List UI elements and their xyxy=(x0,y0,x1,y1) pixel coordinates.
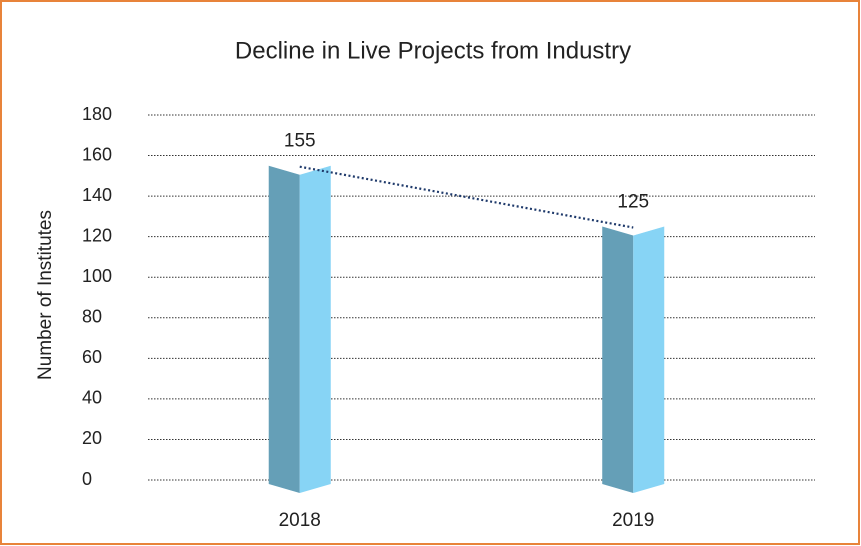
bar xyxy=(602,217,665,493)
y-tick-label: 120 xyxy=(82,225,112,245)
y-tick-label: 40 xyxy=(82,388,102,408)
bar-left-shade xyxy=(602,226,634,493)
x-tick-label: 2018 xyxy=(279,510,321,531)
y-tick-label: 0 xyxy=(82,469,92,489)
bar-left-face xyxy=(602,226,634,493)
bar xyxy=(268,156,331,493)
y-axis-label: Number of Institutes xyxy=(35,210,56,380)
y-tick-label: 60 xyxy=(82,347,102,367)
y-tick-label: 100 xyxy=(82,266,112,286)
y-tick-label: 140 xyxy=(82,185,112,205)
chart-title: Decline in Live Projects from Industry xyxy=(235,37,631,64)
bar-left-face xyxy=(268,165,300,493)
bar-top-face xyxy=(268,156,331,175)
y-tick-label: 160 xyxy=(82,144,112,164)
y-tick-label: 20 xyxy=(82,428,102,448)
bar-right-face xyxy=(299,165,331,493)
y-tick-label: 80 xyxy=(82,307,102,327)
value-label: 155 xyxy=(284,131,316,152)
y-tick-label: 180 xyxy=(82,104,112,124)
value-label: 125 xyxy=(617,192,649,213)
x-tick-label: 2019 xyxy=(612,510,654,531)
bar-right-face xyxy=(633,226,665,493)
bar-left-shade xyxy=(268,165,300,493)
